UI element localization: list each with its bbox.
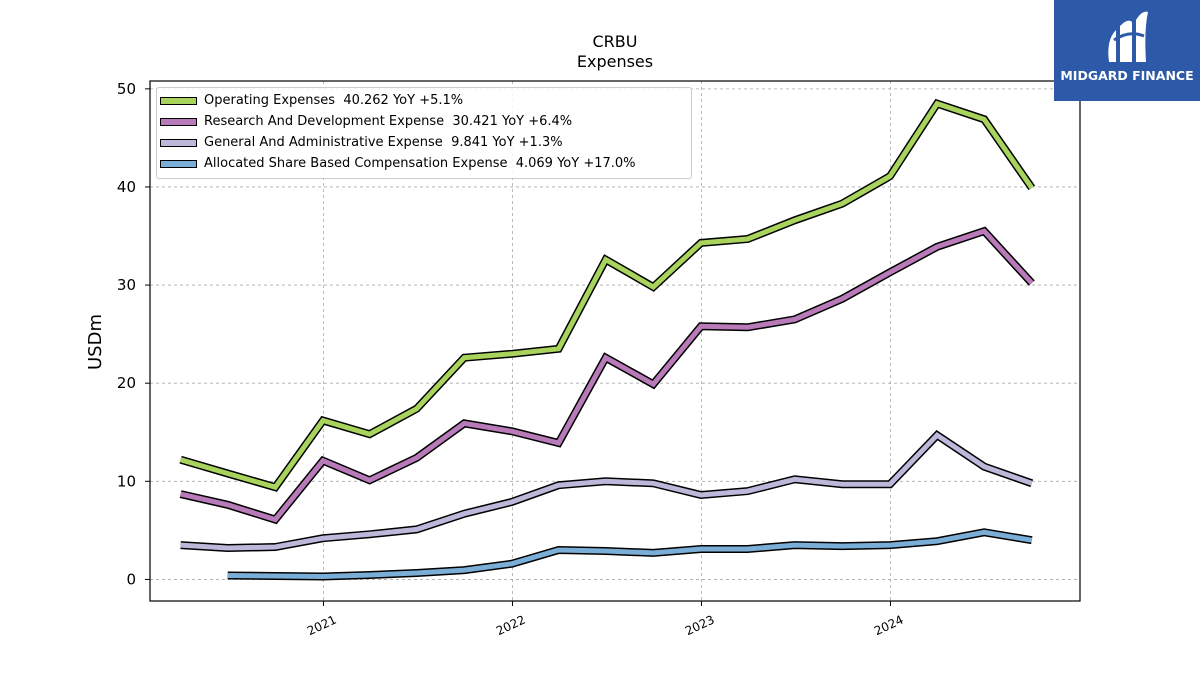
y-tick-label-30: 30 — [117, 276, 136, 294]
x-tick-label-2023: 2023 — [683, 613, 717, 639]
legend-item-share-based-compensation: Allocated Share Based Compensation Expen… — [157, 154, 691, 174]
legend-label-general-administrative: General And Administrative Expense 9.841… — [204, 135, 563, 150]
x-tick-label-2021: 2021 — [305, 613, 339, 639]
legend-label-share-based-compensation: Allocated Share Based Compensation Expen… — [204, 156, 636, 171]
chart-subtitle: Expenses — [577, 52, 653, 71]
series-lines — [179, 98, 1036, 581]
series-line-general-administrative — [180, 431, 1033, 551]
x-tick-label-2022: 2022 — [494, 613, 528, 639]
y-tick-label-40: 40 — [117, 178, 136, 196]
y-tick-label-50: 50 — [117, 80, 136, 98]
y-axis-label: USDm — [85, 314, 106, 370]
legend-swatch-general-administrative — [160, 139, 197, 147]
x-tick-label-2024: 2024 — [872, 613, 906, 639]
legend-item-research-development: Research And Development Expense 30.421 … — [157, 112, 691, 132]
chart-title: CRBU — [593, 32, 638, 51]
legend-label-operating-expenses: Operating Expenses 40.262 YoY +5.1% — [204, 93, 464, 108]
y-tick-label-0: 0 — [126, 570, 136, 588]
series-outline-general-administrative — [180, 430, 1034, 553]
legend-item-general-administrative: General And Administrative Expense 9.841… — [157, 133, 691, 153]
logo-mark-icon — [1108, 11, 1148, 63]
series-line-research-development — [180, 228, 1034, 523]
series-line-operating-expenses — [179, 100, 1034, 491]
y-tick-label-10: 10 — [117, 472, 136, 490]
legend-swatch-operating-expenses — [160, 97, 197, 105]
midgard-finance-logo: MIDGARD FINANCE — [1054, 0, 1200, 101]
legend: Operating Expenses 40.262 YoY +5.1% Rese… — [156, 87, 692, 179]
y-tick-label-20: 20 — [117, 374, 136, 392]
series-line-share-based-compensation — [227, 529, 1033, 580]
logo-text: MIDGARD FINANCE — [1060, 68, 1194, 83]
plot-area-frame — [149, 80, 1081, 602]
legend-label-research-development: Research And Development Expense 30.421 … — [204, 114, 573, 129]
legend-item-operating-expenses: Operating Expenses 40.262 YoY +5.1% — [157, 91, 691, 111]
legend-swatch-share-based-compensation — [160, 160, 197, 168]
legend-swatch-research-development — [160, 118, 197, 126]
